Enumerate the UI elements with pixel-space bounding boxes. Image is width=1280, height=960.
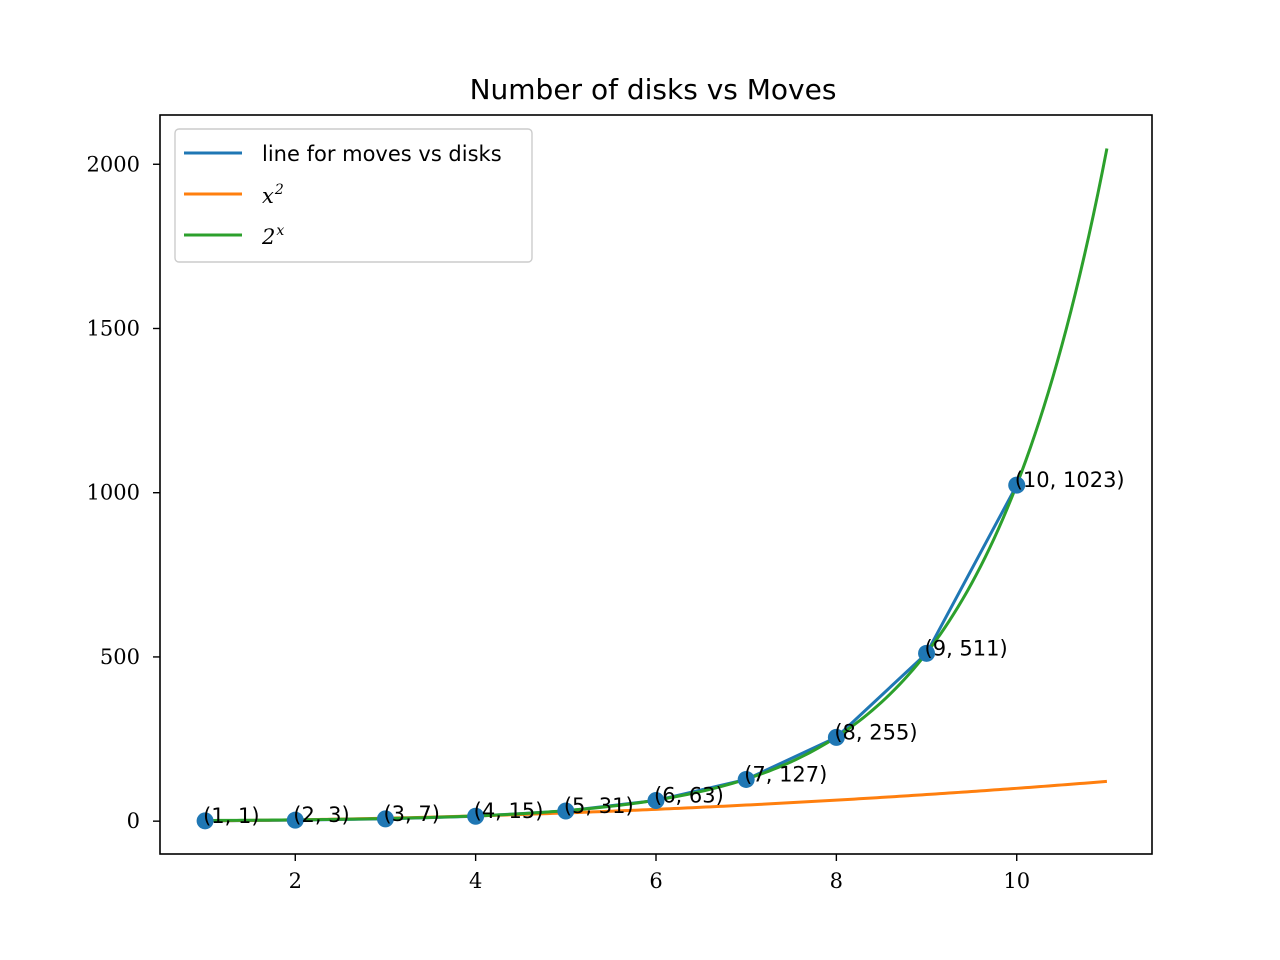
legend-exponent: 2 [274,182,284,198]
data-point [196,812,214,830]
legend-base: 2 [261,225,275,249]
y-tick-label: 1500 [87,316,140,340]
x-tick-label: 6 [649,869,662,893]
data-point [286,811,304,829]
y-tick-label: 500 [100,645,140,669]
data-point [737,770,755,788]
data-point [1008,476,1026,494]
legend-label: line for moves vs disks [262,142,502,166]
plot-frame [159,114,1153,855]
point-label: (10, 1023) [1015,468,1125,492]
series-line-1 [205,484,1019,823]
point-label: (5, 31) [564,794,634,818]
chart-title: Number of disks vs Moves [470,73,837,106]
point-label: (1, 1) [203,804,259,828]
point-label: (8, 255) [834,720,917,744]
plot-area: 2 4 6 8 10 0 500 1000 1500 2000 (1, 1) (2, 3) (3, 7)… [87,148,1125,893]
y-tick-label: 0 [127,809,140,833]
x-tick-label: 8 [830,869,843,893]
point-label: (2, 3) [293,803,349,827]
point-label: (3, 7) [383,802,439,826]
legend-label: x2 [262,182,284,208]
x-tick-label: 10 [1003,869,1030,893]
point-label: (6, 63) [654,783,724,807]
data-point [918,644,936,662]
data-point [467,807,485,825]
legend-box [174,128,533,263]
point-label: (7, 127) [744,762,827,786]
data-point [557,802,575,820]
legend-base: x [262,184,274,208]
legend-exponent: x [276,223,284,239]
x-tick-label: 2 [289,869,302,893]
y-tick-label: 1000 [87,481,140,505]
legend-label: 2x [261,223,284,249]
x-tick-label: 4 [469,869,482,893]
point-label: (4, 15) [474,799,544,823]
data-point [647,791,665,809]
y-tick-label: 2000 [87,152,140,176]
data-point [827,728,845,746]
point-label: (9, 511) [925,636,1008,660]
data-point [376,810,394,828]
